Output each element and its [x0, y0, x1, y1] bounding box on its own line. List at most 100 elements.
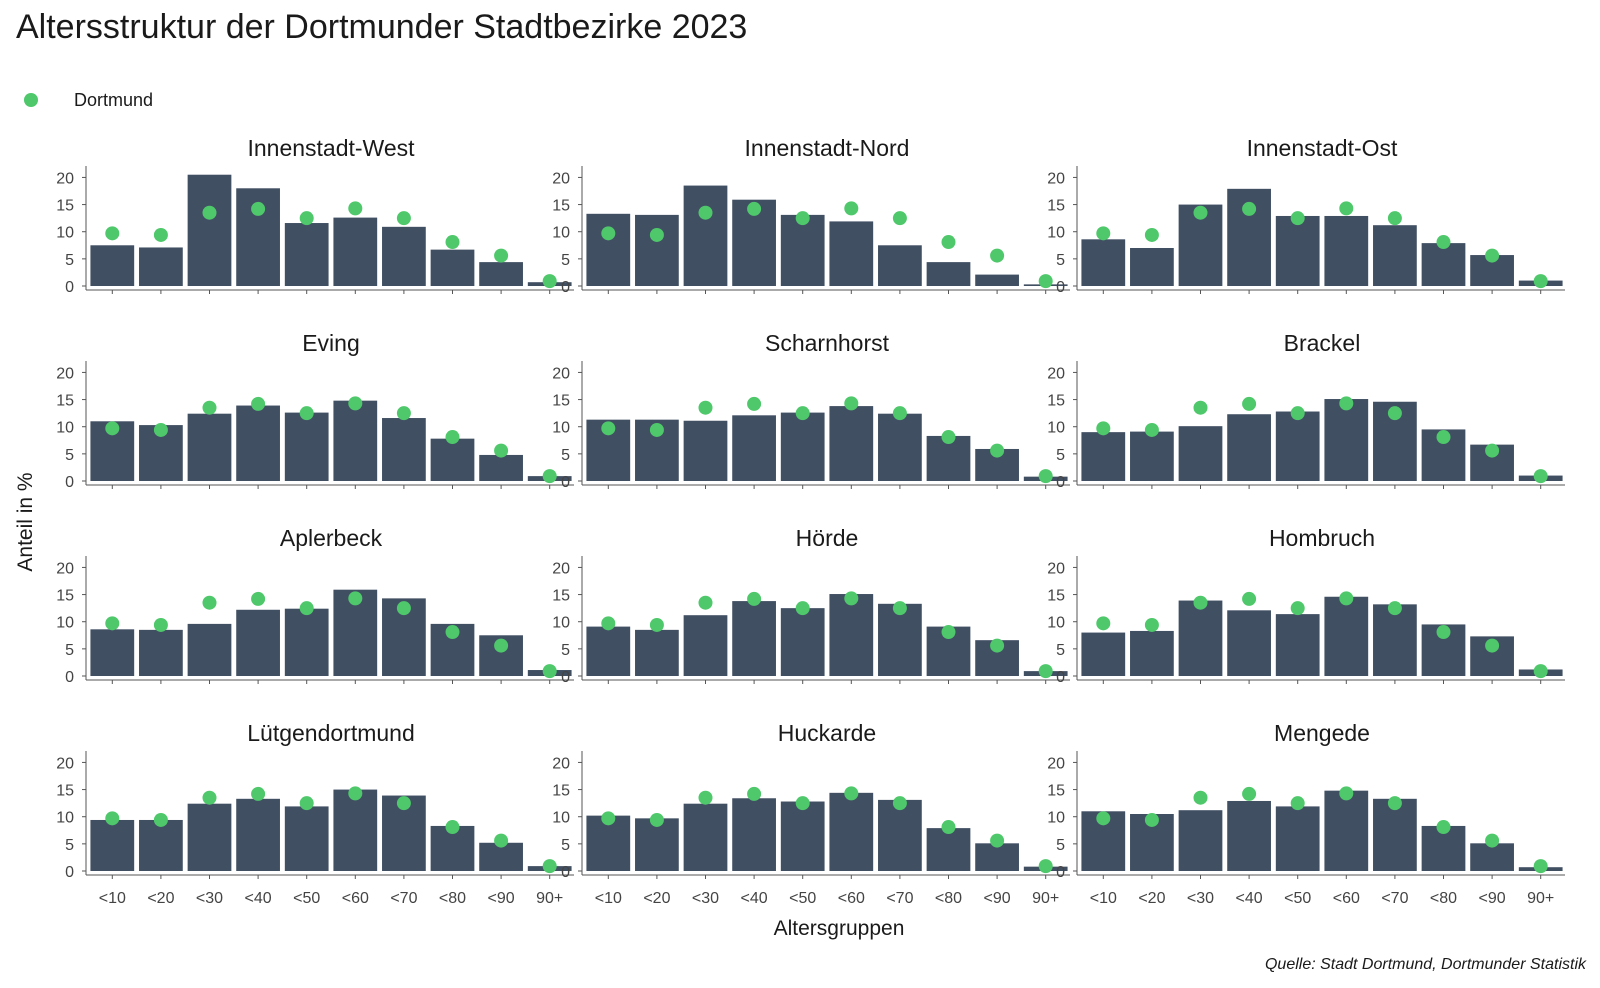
dortmund-point [542, 274, 557, 289]
bar [683, 803, 728, 871]
x-tick-label: <10 [595, 890, 622, 907]
bar [732, 601, 776, 676]
x-tick-label: <20 [643, 890, 670, 907]
panel-title: Innenstadt-West [247, 135, 415, 161]
dortmund-point [747, 786, 762, 801]
y-tick-label: 15 [1047, 393, 1065, 410]
panel-title: Aplerbeck [280, 525, 383, 551]
bar [1275, 806, 1320, 871]
x-tick-label: <20 [1138, 890, 1165, 907]
bar [829, 792, 874, 871]
dortmund-point [105, 811, 120, 826]
x-tick-label: <70 [1381, 890, 1408, 907]
y-tick-label: 0 [561, 474, 570, 491]
dortmund-point [153, 227, 168, 242]
bar [635, 214, 679, 286]
bar [187, 803, 232, 871]
bar [1081, 432, 1126, 481]
dortmund-point [1038, 469, 1053, 484]
bar [586, 213, 631, 286]
dortmund-point [202, 400, 217, 415]
dortmund-point [105, 421, 120, 436]
bar [878, 799, 922, 871]
dortmund-point [747, 591, 762, 606]
dortmund-point [892, 211, 907, 226]
panel-title: Hombruch [1269, 525, 1375, 551]
dortmund-point [844, 396, 859, 411]
dortmund-point [1436, 625, 1451, 640]
y-tick-label: 10 [552, 615, 570, 632]
y-tick-label: 20 [56, 560, 74, 577]
legend: Dortmund [24, 88, 153, 112]
dortmund-point [844, 201, 859, 216]
y-tick-label: 0 [65, 864, 74, 881]
bar [139, 629, 183, 676]
dortmund-point [1193, 790, 1208, 805]
y-tick-label: 20 [56, 365, 74, 382]
bar [382, 418, 426, 481]
y-tick-label: 20 [1047, 755, 1065, 772]
x-tick-label: <20 [147, 890, 174, 907]
y-tick-label: 5 [561, 642, 570, 659]
dortmund-point [1533, 664, 1548, 679]
dortmund-point [348, 786, 363, 801]
x-tick-label: <30 [1187, 890, 1214, 907]
dortmund-point [1533, 274, 1548, 289]
bar [284, 412, 329, 481]
bar [284, 608, 329, 676]
y-tick-label: 10 [552, 420, 570, 437]
bar [926, 828, 971, 871]
dortmund-point [1290, 601, 1305, 616]
y-tick-label: 5 [561, 447, 570, 464]
bar [780, 214, 825, 286]
panel: Mengede 0 5 10 15 20 <10 <20 <30 <40 <50 <60 <70 <80 <… [1047, 720, 1565, 907]
dortmund-point [348, 201, 363, 216]
dortmund-point [251, 201, 266, 216]
panel-title: Huckarde [778, 720, 876, 746]
y-tick-label: 5 [1056, 447, 1065, 464]
y-tick-label: 0 [561, 864, 570, 881]
dortmund-point [1485, 248, 1500, 263]
dortmund-point [299, 796, 314, 811]
x-tick-label: <90 [488, 890, 515, 907]
x-tick-label: <50 [1284, 890, 1311, 907]
dortmund-point [1096, 811, 1111, 826]
y-tick-label: 15 [56, 588, 74, 605]
y-tick-label: 20 [552, 365, 570, 382]
x-tick-label: <30 [692, 890, 719, 907]
y-tick-label: 0 [561, 279, 570, 296]
x-tick-label: <60 [342, 890, 369, 907]
bar [1130, 248, 1174, 286]
x-axis-label: Altersgruppen [773, 917, 905, 940]
bar [878, 603, 922, 676]
bar [1275, 215, 1320, 286]
dortmund-point [1339, 396, 1354, 411]
dortmund-point [153, 812, 168, 827]
y-tick-label: 20 [552, 560, 570, 577]
dortmund-point [494, 443, 509, 458]
dortmund-point [105, 616, 120, 631]
dortmund-point [1096, 421, 1111, 436]
dortmund-point [795, 601, 810, 616]
y-tick-label: 5 [561, 837, 570, 854]
x-tick-label: <10 [1090, 890, 1117, 907]
panel-title: Eving [302, 330, 360, 356]
y-tick-label: 10 [1047, 420, 1065, 437]
y-tick-label: 10 [552, 225, 570, 242]
dortmund-point [445, 235, 460, 250]
legend-dot-icon [24, 93, 38, 107]
bar [1227, 414, 1271, 481]
dortmund-point [299, 601, 314, 616]
dortmund-point [1193, 595, 1208, 610]
x-tick-label: <70 [886, 890, 913, 907]
dortmund-point [844, 591, 859, 606]
y-tick-label: 0 [1056, 864, 1065, 881]
dortmund-point [941, 820, 956, 835]
bar [975, 843, 1019, 871]
dortmund-point [990, 248, 1005, 263]
dortmund-point [494, 833, 509, 848]
dortmund-point [990, 638, 1005, 653]
panel: Lütgendortmund 0 5 10 15 20 <10 <20 <30 <40 <50 <60… [56, 720, 574, 907]
bar [1178, 810, 1223, 871]
dortmund-point [649, 617, 664, 632]
